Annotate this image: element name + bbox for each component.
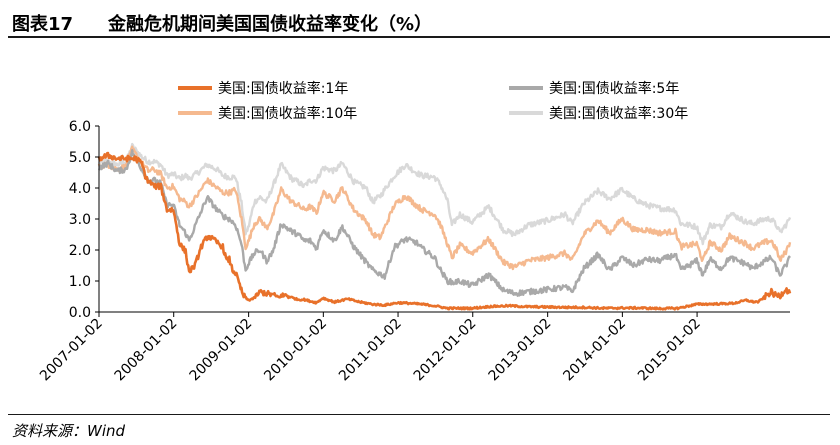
y-tick-label: 2.0 xyxy=(69,243,91,259)
x-tick-label: 2011-01-02 xyxy=(336,316,405,385)
x-tick-label: 2009-01-02 xyxy=(187,316,256,385)
series-line-4 xyxy=(97,142,792,246)
chart-area: 美国:国债收益率:1年 美国:国债收益率:5年美国:国债收益率:10年 美国:国债收… xyxy=(0,40,840,415)
series-line-2 xyxy=(97,149,791,297)
source-note: 资料来源：Wind xyxy=(12,422,126,440)
y-tick-label: 6.0 xyxy=(69,119,91,135)
series-line-1 xyxy=(97,151,792,311)
legend-item: 美国:国债收益率:5年 xyxy=(509,80,679,97)
figure-number: 图表17 xyxy=(12,14,74,35)
series-layer xyxy=(97,142,792,311)
x-tick-label: 2007-01-02 xyxy=(37,316,106,385)
legend-label: 美国:国债收益率:30年 xyxy=(549,105,688,122)
y-tick-label: 5.0 xyxy=(69,150,91,166)
legend-item: 美国:国债收益率:30年 xyxy=(509,105,688,122)
title-bar: 图表17 金融危机期间美国国债收益率变化（%） xyxy=(8,6,830,38)
y-tick-label: 3.0 xyxy=(69,212,91,228)
x-tick-label: 2010-01-02 xyxy=(261,316,330,385)
legend-label: 美国:国债收益率:5年 xyxy=(549,80,679,97)
series-line-3 xyxy=(97,145,792,271)
x-tick-label: 2013-01-02 xyxy=(486,316,555,385)
source-bar: 资料来源：Wind xyxy=(8,414,830,443)
axes: 0.0 1.0 2.0 3.0 4.0 5.0 6.0 2007-01-02 2008-01-0… xyxy=(37,119,790,384)
legend-item: 美国:国债收益率:10年 xyxy=(178,105,357,122)
legend-item: 美国:国债收益率:1年 xyxy=(178,80,348,97)
y-tick-label: 4.0 xyxy=(69,181,91,197)
legend-label: 美国:国债收益率:1年 xyxy=(218,80,348,97)
x-tick-label: 2008-01-02 xyxy=(112,316,181,385)
x-tick-label: 2015-01-02 xyxy=(635,316,704,385)
x-tick-label: 2012-01-02 xyxy=(411,316,480,385)
legend-label: 美国:国债收益率:10年 xyxy=(218,105,357,122)
y-tick-label: 1.0 xyxy=(69,274,91,290)
chart-title: 金融危机期间美国国债收益率变化（%） xyxy=(108,14,433,35)
y-tick-label: 0.0 xyxy=(69,305,91,321)
x-tick-label: 2014-01-02 xyxy=(560,316,629,385)
